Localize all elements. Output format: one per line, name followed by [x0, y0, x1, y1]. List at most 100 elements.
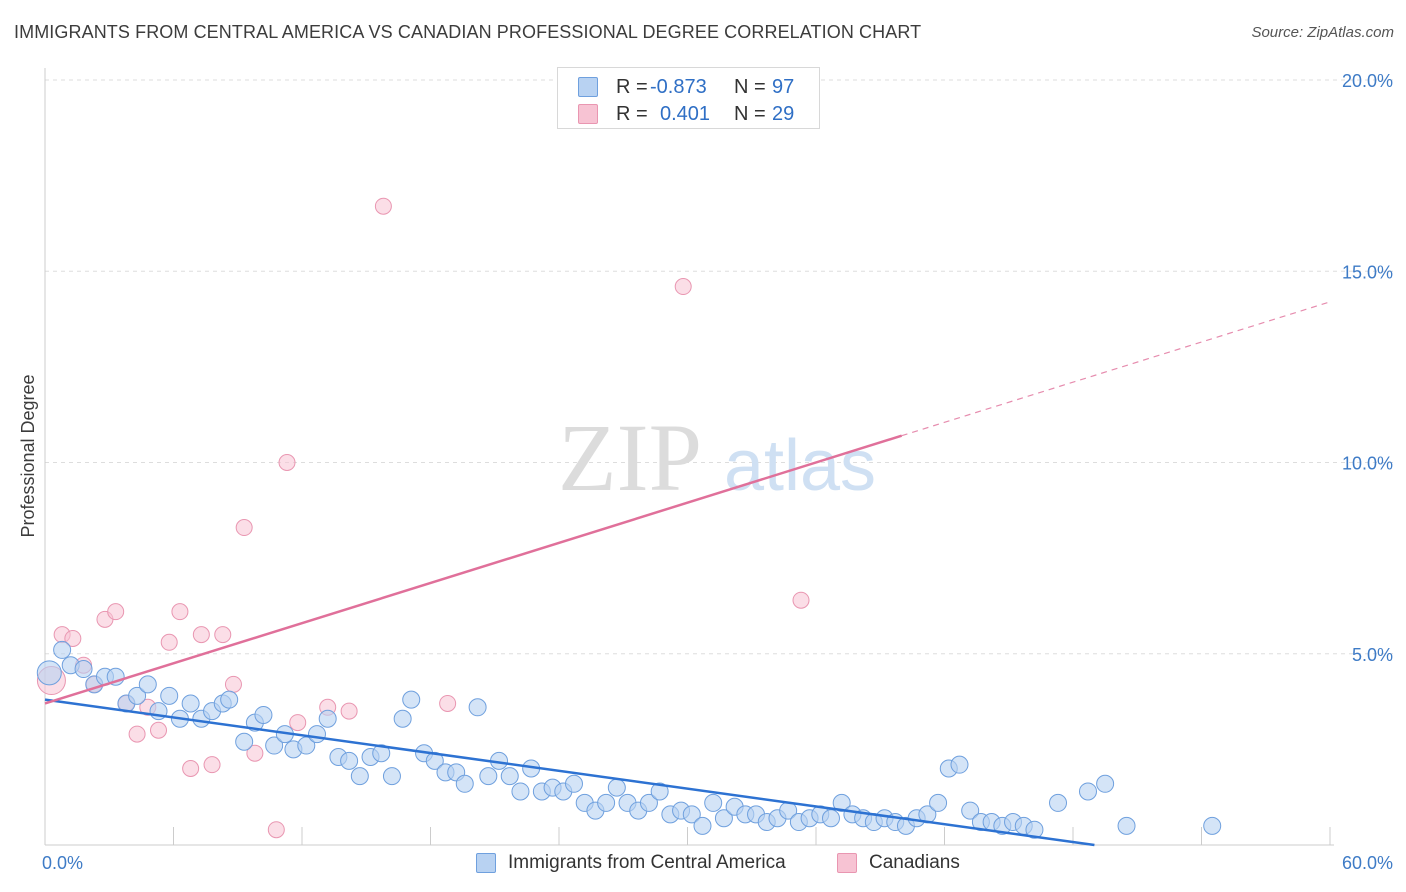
central-america-point [639, 793, 658, 812]
legend-item-immigrants[interactable]: Immigrants from Central America [476, 852, 786, 874]
y-tick-label: 10.0% [1342, 454, 1393, 474]
canadians-point [267, 821, 285, 839]
central-america-point [961, 801, 980, 820]
chart-title: IMMIGRANTS FROM CENTRAL AMERICA VS CANAD… [14, 22, 922, 42]
central-america-point [564, 774, 583, 793]
canadians-point [674, 278, 692, 296]
central-america-point [235, 732, 254, 751]
canadians-point [150, 721, 168, 739]
central-america-point [254, 705, 273, 724]
canadians-point [214, 626, 232, 644]
canadians-point [203, 756, 221, 774]
series-legend: Immigrants from Central America Canadian… [0, 852, 1406, 878]
y-tick-label: 5.0% [1352, 645, 1393, 665]
central-america-point [382, 767, 401, 786]
legend-swatch-blue [476, 853, 496, 873]
canadians-point [439, 694, 457, 712]
legend-swatch-pink [837, 853, 857, 873]
central-america-point [1049, 793, 1068, 812]
central-america-point [597, 793, 616, 812]
central-america-point [821, 809, 840, 828]
y-tick-label: 20.0% [1342, 71, 1393, 91]
central-america-point [607, 778, 626, 797]
legend-n-label: N = [734, 102, 766, 125]
central-america-point [160, 686, 179, 705]
canadians-point [246, 744, 264, 762]
central-america-point [455, 774, 474, 793]
central-america-point [372, 744, 391, 763]
central-america-point [650, 782, 669, 801]
correlation-legend: R = -0.873 N = 97 R = 0.401 N = 29 [557, 67, 820, 129]
x-tick-label-max: 60.0% [1342, 853, 1393, 873]
canadians-point [64, 629, 82, 647]
legend-r-label: R = [616, 102, 648, 125]
central-america-point [393, 709, 412, 728]
canadians-point [182, 760, 200, 777]
legend-n-label: N = [734, 75, 766, 98]
legend-r-value: -0.873 [650, 75, 707, 98]
central-america-point [402, 690, 421, 709]
central-america-point [340, 751, 359, 770]
central-america-point [1096, 774, 1115, 793]
canadians-point [128, 725, 146, 743]
central-america-point [53, 640, 72, 659]
legend-n-value: 97 [772, 75, 795, 98]
canadians-point [340, 702, 358, 720]
legend-n-value: 29 [772, 102, 795, 125]
central-america-point [693, 816, 712, 835]
central-america-point [1117, 816, 1136, 835]
canadians-point [235, 519, 253, 537]
y-axis-label: Professional Degree [18, 374, 38, 537]
legend-r-value: 0.401 [660, 102, 711, 125]
watermark: ZIP atlas [558, 404, 876, 511]
canadians-point [792, 591, 810, 609]
canadians-point [107, 603, 125, 621]
central-america-point [479, 767, 498, 786]
central-america-point [36, 660, 62, 686]
central-america-point [181, 694, 200, 713]
trend-lines [44, 301, 1331, 847]
central-america-point [682, 805, 701, 824]
central-america-point [832, 793, 851, 812]
watermark-zip: ZIP [558, 404, 702, 511]
central-america-point [704, 793, 723, 812]
legend-label-immigrants: Immigrants from Central America [508, 852, 786, 873]
central-america-points [36, 640, 1222, 839]
central-america-point [1203, 816, 1222, 835]
central-america-point [74, 660, 93, 679]
trend-line-canadians-extension [901, 301, 1331, 437]
canadians-point [289, 714, 307, 732]
canadians-point [224, 675, 242, 693]
central-america-point [714, 809, 733, 828]
legend-label-canadians: Canadians [869, 852, 960, 873]
central-america-point [318, 709, 337, 728]
central-america-point [220, 690, 239, 709]
central-america-point [468, 698, 487, 717]
central-america-point [350, 767, 369, 786]
y-tick-label: 15.0% [1342, 262, 1393, 282]
central-america-point [265, 736, 284, 755]
central-america-point [138, 675, 157, 694]
central-america-point [950, 755, 969, 774]
canadians-point [192, 626, 210, 644]
canadians-point [374, 197, 392, 215]
legend-item-canadians[interactable]: Canadians [837, 852, 960, 874]
x-tick-label-min: 0.0% [42, 853, 83, 873]
central-america-point [929, 793, 948, 812]
central-america-point [500, 767, 519, 786]
axes [44, 68, 1334, 846]
chart-source: Source: ZipAtlas.com [1251, 24, 1394, 41]
central-america-point [511, 782, 530, 801]
central-america-point [307, 725, 326, 744]
central-america-point [1078, 782, 1097, 801]
canadians-point [160, 633, 178, 651]
canadians-point [278, 454, 296, 471]
tick-labels: 5.0% 10.0% 15.0% 20.0% 0.0% 60.0% [42, 71, 1393, 873]
legend-swatch-pink [578, 104, 598, 124]
central-america-point [1025, 820, 1044, 839]
grid-lines [45, 79, 1393, 655]
legend-r-label: R = [616, 75, 648, 98]
central-america-point [128, 686, 147, 705]
canadians-point [171, 603, 189, 621]
